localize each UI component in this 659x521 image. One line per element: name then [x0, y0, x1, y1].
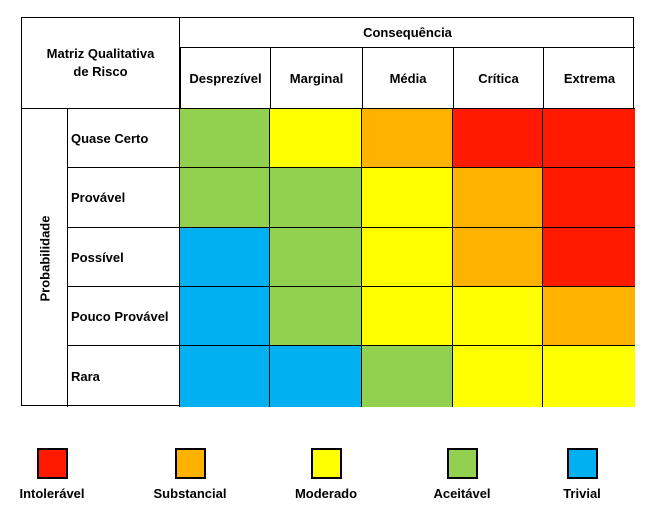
matrix-title: Matriz Qualitativa de Risco — [22, 18, 180, 109]
legend-swatch-yellow — [311, 448, 342, 479]
risk-cell-red — [543, 109, 635, 168]
legend-label: Substancial — [153, 486, 227, 501]
row-header: Rara — [68, 346, 180, 407]
risk-cell-blue — [180, 228, 270, 287]
column-header: Desprezível — [180, 48, 270, 109]
risk-matrix: Matriz Qualitativa de Risco Consequência… — [21, 17, 635, 407]
risk-cell-green — [270, 168, 362, 228]
risk-cell-orange — [453, 168, 543, 228]
matrix-title-line1: Matriz Qualitativa — [46, 46, 155, 61]
risk-cell-yellow — [362, 228, 453, 287]
risk-cell-green — [180, 109, 270, 168]
risk-cell-green — [270, 228, 362, 287]
probability-header: Probabilidade — [22, 109, 68, 407]
column-header: Média — [362, 48, 453, 109]
legend-label: Moderado — [294, 486, 358, 501]
legend-swatch-orange — [175, 448, 206, 479]
matrix-title-line2: de Risco — [73, 64, 128, 79]
legend-swatch-blue — [567, 448, 598, 479]
risk-cell-orange — [362, 109, 453, 168]
risk-cell-green — [270, 287, 362, 346]
legend-label: Aceitável — [433, 486, 491, 501]
risk-cell-yellow — [453, 346, 543, 407]
legend-swatch-red — [37, 448, 68, 479]
risk-cell-red — [453, 109, 543, 168]
risk-cell-yellow — [543, 346, 635, 407]
risk-cell-blue — [180, 346, 270, 407]
risk-cell-yellow — [362, 287, 453, 346]
risk-cell-yellow — [453, 287, 543, 346]
row-header: Possível — [68, 228, 180, 287]
risk-cell-yellow — [362, 168, 453, 228]
legend-label: Intolerável — [19, 486, 85, 501]
legend-swatch-green — [447, 448, 478, 479]
row-header: Provável — [68, 168, 180, 228]
risk-cell-yellow — [270, 109, 362, 168]
legend-label: Trivial — [563, 486, 601, 501]
consequence-header: Consequência — [180, 18, 635, 48]
risk-cell-orange — [453, 228, 543, 287]
row-header: Quase Certo — [68, 109, 180, 168]
column-header: Crítica — [453, 48, 543, 109]
column-header: Extrema — [543, 48, 635, 109]
risk-cell-green — [362, 346, 453, 407]
risk-cell-blue — [270, 346, 362, 407]
risk-cell-red — [543, 168, 635, 228]
risk-cell-orange — [543, 287, 635, 346]
column-header: Marginal — [270, 48, 362, 109]
probability-label: Probabilidade — [37, 215, 52, 301]
risk-cell-green — [180, 168, 270, 228]
row-header: Pouco Provável — [68, 287, 180, 346]
risk-cell-red — [543, 228, 635, 287]
risk-cell-blue — [180, 287, 270, 346]
